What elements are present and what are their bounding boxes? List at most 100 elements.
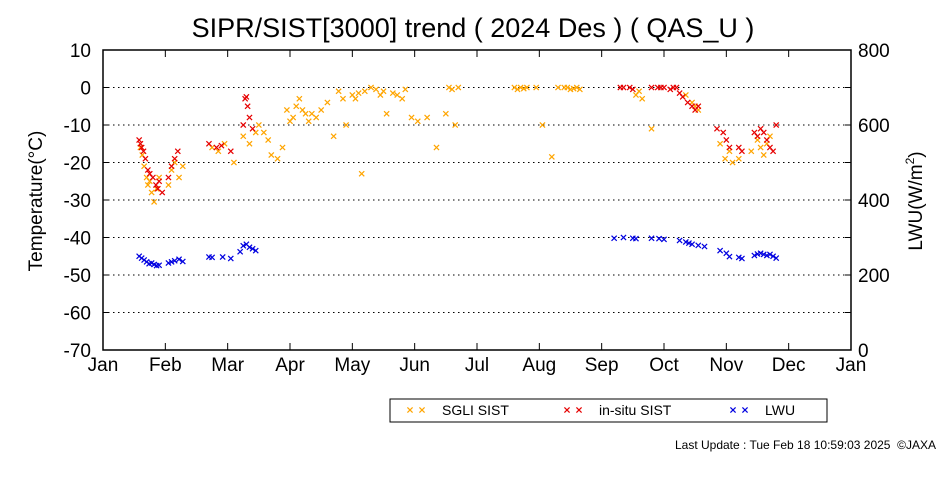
y-tick-label: -70 — [64, 341, 91, 362]
data-point — [576, 86, 583, 93]
data-point — [648, 125, 655, 132]
data-point — [174, 148, 181, 155]
data-point — [205, 140, 212, 147]
data-point — [738, 148, 745, 155]
data-point — [136, 136, 143, 144]
data-point — [179, 258, 186, 265]
footer: Last Update : Tue Feb 18 10:59:03 2025 ©… — [675, 438, 936, 452]
data-point — [140, 148, 147, 155]
data-point — [213, 144, 220, 151]
data-point — [770, 253, 777, 260]
data-point — [533, 84, 540, 91]
data-point — [168, 163, 175, 170]
data-point — [620, 234, 627, 241]
data-point — [433, 144, 440, 151]
data-point — [773, 121, 780, 129]
data-point — [151, 198, 158, 205]
data-point — [361, 88, 368, 95]
data-point — [296, 95, 303, 102]
data-point — [305, 118, 312, 125]
copyright-text: ©JAXA — [897, 438, 936, 452]
data-point — [424, 114, 431, 121]
data-point — [620, 84, 627, 91]
legend-marker — [563, 406, 571, 414]
data-point — [335, 88, 342, 95]
data-point — [255, 121, 262, 129]
data-point — [268, 151, 275, 159]
y2-tick-label: 800 — [858, 41, 890, 62]
x-tick-label: Mar — [211, 355, 244, 376]
data-point — [632, 235, 639, 242]
data-point — [399, 95, 406, 102]
data-point — [244, 103, 251, 110]
data-point — [159, 189, 166, 196]
data-point — [339, 95, 347, 102]
y-tick-label: -40 — [64, 229, 91, 250]
data-point — [452, 121, 459, 129]
data-point — [243, 93, 250, 100]
data-point — [763, 136, 770, 144]
data-point — [735, 155, 742, 162]
grid-lines — [103, 87, 851, 313]
x-tick-label: Jan — [836, 355, 867, 376]
data-point — [372, 86, 380, 93]
data-point — [358, 170, 365, 177]
data-point — [636, 88, 643, 95]
y-tick-label: 10 — [70, 41, 91, 62]
data-point — [380, 88, 387, 95]
data-point — [629, 86, 636, 93]
data-point — [240, 121, 247, 129]
data-point — [555, 84, 562, 91]
y2-axis-label: LWU(W/m2) — [903, 151, 927, 250]
x-tick-label: Feb — [149, 355, 182, 376]
x-tick-label: Nov — [709, 355, 743, 376]
data-point — [548, 153, 555, 160]
data-point — [726, 144, 733, 151]
data-point — [717, 140, 724, 147]
data-point — [156, 178, 163, 185]
data-point — [352, 95, 359, 102]
data-point — [757, 144, 764, 151]
data-point — [455, 84, 462, 91]
chart-title: SIPR/SIST[3000] trend ( 2024 Des ) ( QAS… — [192, 13, 755, 43]
data-point — [240, 242, 247, 249]
data-point — [293, 103, 300, 110]
data-point — [302, 110, 309, 117]
y-tick-label: -60 — [64, 304, 91, 325]
legend-label: SGLI SIST — [442, 402, 509, 418]
data-point — [290, 114, 297, 121]
legend-box — [389, 398, 828, 423]
data-point — [682, 91, 689, 99]
data-point — [648, 235, 655, 242]
data-point — [648, 84, 655, 91]
data-point — [695, 103, 702, 110]
data-point — [265, 136, 272, 144]
y2-axis-label-suffix: ) — [906, 151, 927, 157]
data-point — [171, 257, 178, 264]
data-point — [221, 140, 228, 147]
data-point — [701, 243, 708, 250]
data-point — [176, 174, 183, 181]
data-point — [324, 99, 331, 106]
data-point — [218, 142, 225, 149]
data-point — [442, 110, 449, 117]
data-point — [713, 125, 721, 132]
y-tick-label: -30 — [64, 191, 91, 212]
data-point — [142, 155, 149, 162]
data-point — [246, 140, 253, 147]
data-point — [639, 95, 646, 102]
y-tick-label: 0 — [80, 79, 91, 100]
data-point — [729, 159, 736, 166]
data-point — [215, 148, 222, 155]
data-point — [246, 114, 253, 121]
series-layer — [136, 84, 780, 269]
data-point — [137, 140, 144, 147]
data-point — [144, 166, 151, 174]
data-point — [260, 129, 267, 136]
data-point — [760, 151, 767, 159]
legend-marker — [729, 406, 737, 414]
data-point — [667, 86, 674, 93]
data-point — [408, 114, 415, 121]
data-point — [165, 181, 172, 189]
